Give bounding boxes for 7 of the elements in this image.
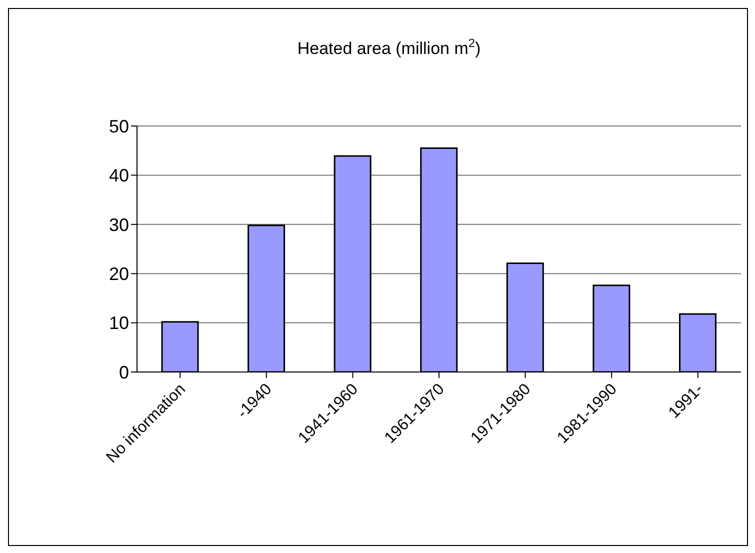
y-tick-label: 30 [108, 214, 129, 235]
y-tick-label: 20 [108, 264, 129, 284]
y-tick-label: 50 [108, 116, 129, 136]
y-tick-label: 40 [108, 166, 129, 186]
y-tick-label: 0 [118, 362, 129, 382]
y-tick-label: 10 [108, 313, 129, 334]
chart-title: Heated area (million m$^{2}$) [297, 36, 481, 58]
